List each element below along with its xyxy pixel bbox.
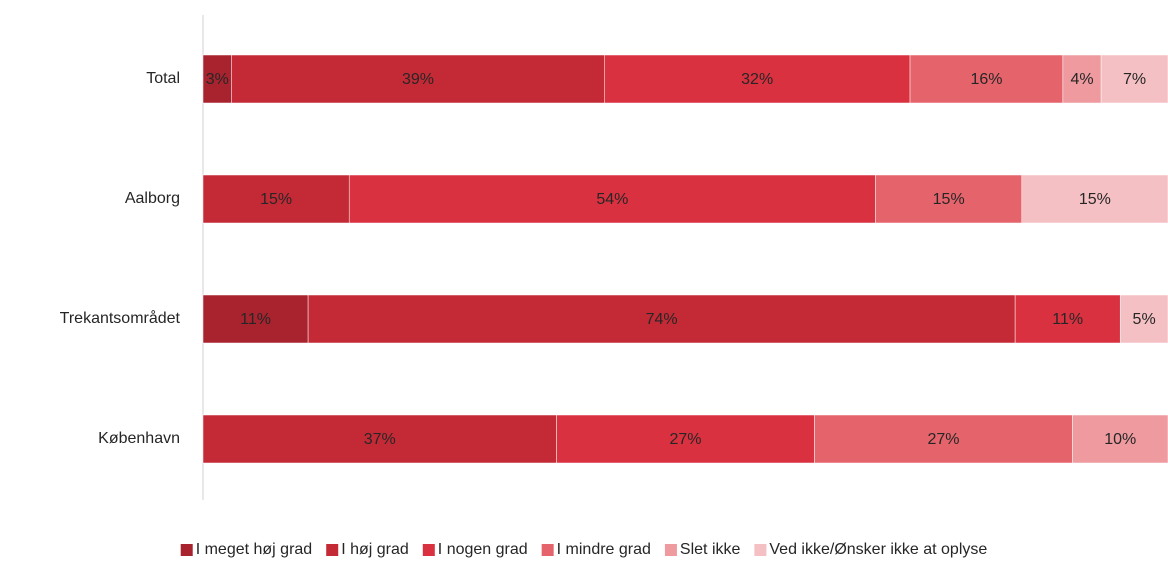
legend-label: I mindre grad <box>557 541 651 558</box>
value-label: 54% <box>596 191 628 208</box>
value-label: 32% <box>741 71 773 88</box>
value-label: 37% <box>364 431 396 448</box>
category-label: Total <box>146 70 180 87</box>
value-label: 27% <box>669 431 701 448</box>
value-label: 74% <box>646 311 678 328</box>
legend-swatch <box>754 544 767 556</box>
category-label: Trekantsområdet <box>60 309 181 327</box>
legend-swatch <box>180 544 193 556</box>
bar-segment <box>556 414 815 464</box>
bar-segment <box>1119 294 1168 344</box>
value-label: 3% <box>206 71 229 88</box>
legend-swatch <box>664 544 677 556</box>
legend-label: I nogen grad <box>438 541 528 558</box>
bar-segment <box>307 294 1016 344</box>
category-label: Aalborg <box>125 190 180 207</box>
value-label: 10% <box>1104 431 1136 448</box>
category-label: København <box>98 430 180 447</box>
legend-label: Slet ikke <box>680 541 741 558</box>
value-label: 5% <box>1133 311 1156 328</box>
value-label: 15% <box>260 191 292 208</box>
value-label: 15% <box>933 191 965 208</box>
bar-segment <box>348 174 876 224</box>
value-label: 11% <box>1052 311 1083 328</box>
bar-segment <box>875 174 1023 224</box>
legend-label: I høj grad <box>341 541 409 558</box>
legend-label: I meget høj grad <box>196 541 313 558</box>
legend-label: Ved ikke/Ønsker ikke at oplyse <box>769 541 987 558</box>
value-label: 27% <box>927 431 959 448</box>
bar-segment <box>604 54 911 104</box>
bar-segment <box>231 54 605 104</box>
bar-segment <box>1100 54 1168 104</box>
value-label: 15% <box>1079 191 1111 208</box>
value-label: 16% <box>970 71 1002 88</box>
value-label: 4% <box>1070 71 1093 88</box>
bar-segment <box>1072 414 1168 464</box>
value-label: 39% <box>402 71 434 88</box>
bar-segment <box>202 294 309 344</box>
legend-swatch <box>326 544 339 556</box>
legend-swatch <box>422 544 435 556</box>
bar-segment <box>814 414 1073 464</box>
bar-segment <box>202 414 557 464</box>
value-label: 7% <box>1123 71 1146 88</box>
legend-swatch <box>541 544 554 556</box>
bar-segment <box>1021 174 1168 224</box>
value-label: 11% <box>240 311 271 328</box>
